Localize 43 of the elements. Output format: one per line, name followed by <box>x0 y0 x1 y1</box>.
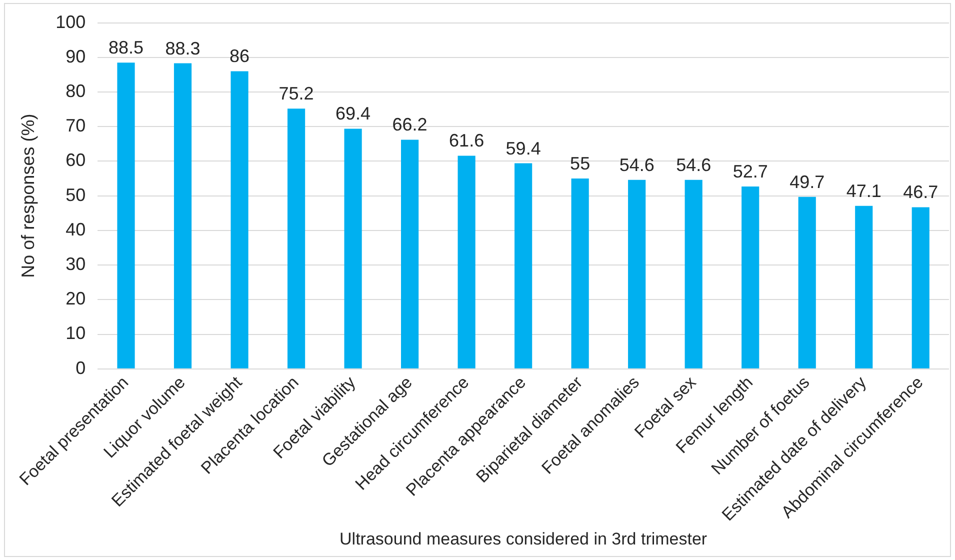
y-tick-label: 0 <box>76 358 86 378</box>
bar <box>684 180 702 368</box>
bar <box>514 163 532 368</box>
data-label: 61.6 <box>449 130 484 151</box>
data-label: 66.2 <box>392 114 428 135</box>
data-label: 55 <box>570 154 590 174</box>
y-tick-label: 20 <box>66 288 86 309</box>
y-tick-label: 10 <box>66 323 86 344</box>
y-tick-label: 30 <box>66 254 86 274</box>
y-tick-label: 100 <box>56 12 86 32</box>
bar <box>742 186 760 368</box>
data-label: 54.6 <box>619 154 654 175</box>
data-label: 47.1 <box>846 180 882 201</box>
data-label: 75.2 <box>278 84 314 104</box>
bar <box>230 71 248 368</box>
bar <box>798 196 816 368</box>
bar <box>628 180 646 368</box>
data-label: 88.5 <box>108 38 144 58</box>
bar <box>174 63 192 368</box>
data-label: 52.7 <box>732 161 768 182</box>
bar <box>855 206 873 368</box>
data-label: 49.7 <box>790 172 825 192</box>
y-tick-label: 80 <box>66 80 86 101</box>
y-tick-label: 40 <box>66 219 86 240</box>
data-label: 69.4 <box>336 104 371 124</box>
bar <box>571 178 589 368</box>
bar <box>401 140 419 368</box>
bar <box>912 207 930 368</box>
bar <box>287 108 306 368</box>
y-tick-label: 70 <box>66 116 86 136</box>
data-label: 59.4 <box>506 138 541 158</box>
data-label: 46.7 <box>903 182 938 202</box>
data-label: 88.3 <box>165 38 200 58</box>
x-axis-title: Ultrasound measures considered in 3rd trimester <box>340 529 708 548</box>
y-axis-title: No of responses (%) <box>18 114 38 278</box>
y-tick-label: 60 <box>66 150 86 170</box>
data-label: 86 <box>230 46 250 66</box>
bar <box>344 128 362 368</box>
bar <box>458 156 476 368</box>
bar <box>117 62 135 368</box>
data-label: 54.6 <box>676 154 712 175</box>
y-tick-label: 50 <box>66 184 86 205</box>
y-tick-label: 90 <box>66 46 86 66</box>
